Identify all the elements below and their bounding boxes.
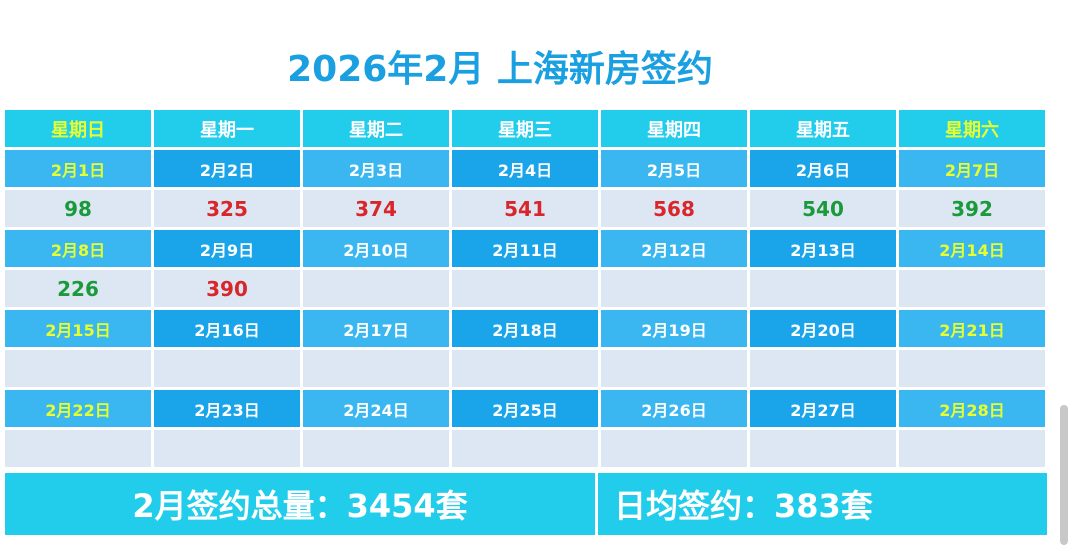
total: 2月签约总量：3454套 <box>5 473 598 535</box>
average: 日均签约：383套 <box>598 473 1047 535</box>
value-cell: 226 <box>5 270 154 310</box>
value-cell <box>452 430 601 470</box>
value-cell <box>750 350 899 390</box>
date-cell: 2月14日 <box>899 230 1048 270</box>
value-cell <box>601 270 750 310</box>
value-cell <box>899 350 1048 390</box>
title: 2026年2月 上海新房签约 <box>287 49 713 90</box>
weekday-header: 星期四 <box>601 110 750 150</box>
date-cell: 2月27日 <box>750 390 899 430</box>
value-cell: 98 <box>5 190 154 230</box>
value-cell: 392 <box>899 190 1048 230</box>
value-cell <box>899 430 1048 470</box>
date-cell: 2月7日 <box>899 150 1048 190</box>
date-cell: 2月26日 <box>601 390 750 430</box>
value-cell <box>154 430 303 470</box>
scrollbar[interactable] <box>1060 405 1068 545</box>
date-cell: 2月16日 <box>154 310 303 350</box>
value-cell <box>303 270 452 310</box>
value-cell: 325 <box>154 190 303 230</box>
date-cell: 2月11日 <box>452 230 601 270</box>
value-cell: 540 <box>750 190 899 230</box>
date-cell: 2月23日 <box>154 390 303 430</box>
weekday-header: 星期六 <box>899 110 1048 150</box>
date-cell: 2月28日 <box>899 390 1048 430</box>
value-cell <box>5 430 154 470</box>
value-cell: 374 <box>303 190 452 230</box>
date-cell: 2月20日 <box>750 310 899 350</box>
weekday-header: 星期二 <box>303 110 452 150</box>
value-cell <box>303 430 452 470</box>
date-cell: 2月13日 <box>750 230 899 270</box>
date-cell: 2月9日 <box>154 230 303 270</box>
value-cell: 541 <box>452 190 601 230</box>
date-cell: 2月8日 <box>5 230 154 270</box>
date-cell: 2月24日 <box>303 390 452 430</box>
weekday-header: 星期一 <box>154 110 303 150</box>
value-cell <box>601 350 750 390</box>
value-cell: 390 <box>154 270 303 310</box>
weekday-header: 星期日 <box>5 110 154 150</box>
value-cell <box>899 270 1048 310</box>
date-cell: 2月5日 <box>601 150 750 190</box>
date-cell: 2月17日 <box>303 310 452 350</box>
value-cell <box>154 350 303 390</box>
date-cell: 2月1日 <box>5 150 154 190</box>
date-cell: 2月19日 <box>601 310 750 350</box>
date-cell: 2月25日 <box>452 390 601 430</box>
value-cell: 568 <box>601 190 750 230</box>
date-cell: 2月15日 <box>5 310 154 350</box>
date-cell: 2月4日 <box>452 150 601 190</box>
value-cell <box>750 270 899 310</box>
value-cell <box>452 350 601 390</box>
date-cell: 2月12日 <box>601 230 750 270</box>
weekday-header: 星期三 <box>452 110 601 150</box>
date-cell: 2月10日 <box>303 230 452 270</box>
date-cell: 2月22日 <box>5 390 154 430</box>
value-cell <box>5 350 154 390</box>
value-cell <box>601 430 750 470</box>
date-cell: 2月3日 <box>303 150 452 190</box>
value-cell <box>452 270 601 310</box>
date-cell: 2月18日 <box>452 310 601 350</box>
date-cell: 2月6日 <box>750 150 899 190</box>
weekday-header: 星期五 <box>750 110 899 150</box>
value-cell <box>750 430 899 470</box>
value-cell <box>303 350 452 390</box>
date-cell: 2月21日 <box>899 310 1048 350</box>
date-cell: 2月2日 <box>154 150 303 190</box>
